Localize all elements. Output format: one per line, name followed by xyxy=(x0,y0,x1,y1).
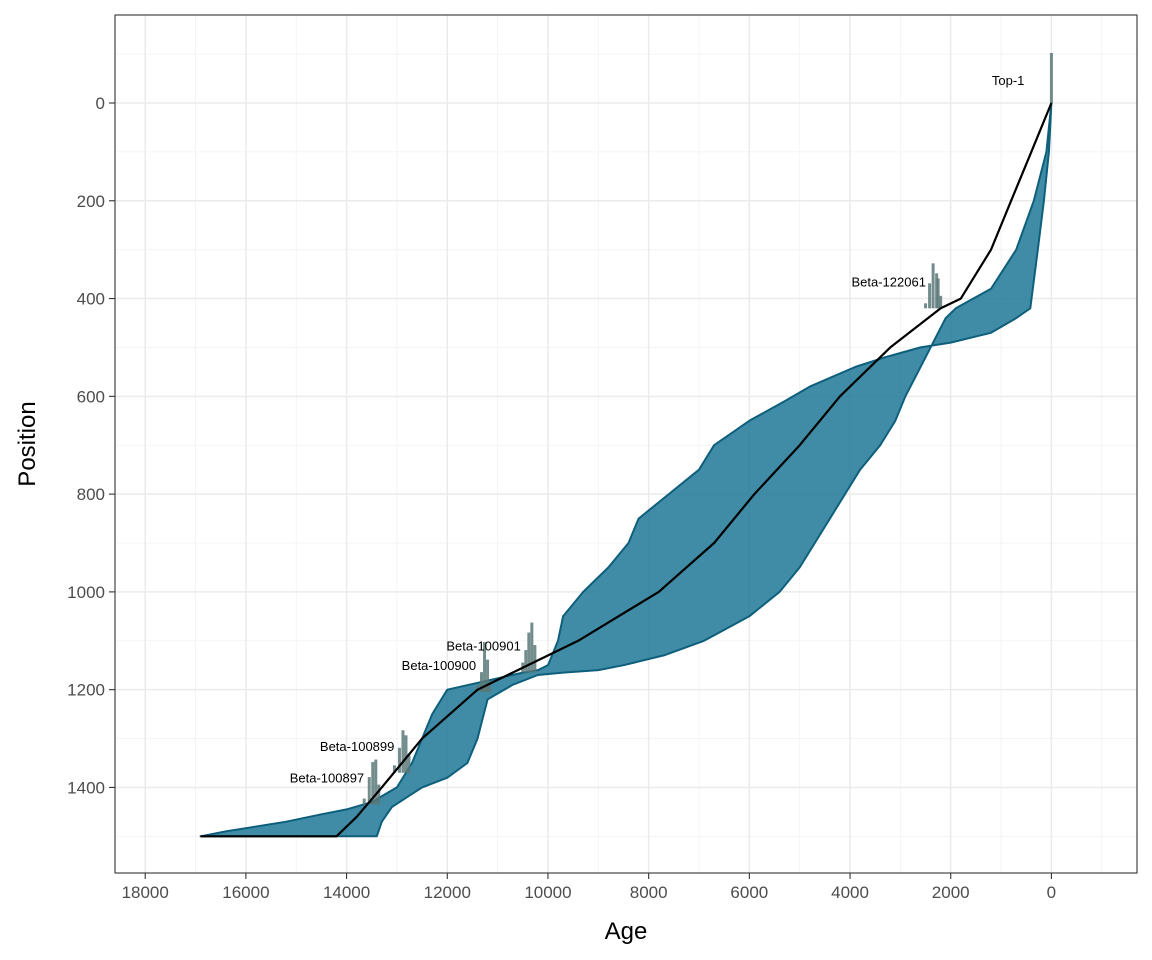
panel-border xyxy=(114,14,1138,874)
y-tick-label: 200 xyxy=(77,192,105,211)
y-axis-title: Position xyxy=(14,401,41,486)
y-tick-label: 1200 xyxy=(67,681,105,700)
uncertainty-band-group xyxy=(199,102,1053,838)
y-tick-label: 600 xyxy=(77,387,105,406)
date-label: Beta-100899 xyxy=(320,739,394,754)
grid-lines xyxy=(115,15,1137,873)
x-axis: 18000 16000 14000 12000 10000 8000 6000 4000 200… xyxy=(122,873,1056,902)
x-tick-label: 4000 xyxy=(831,883,869,902)
x-axis-title: Age xyxy=(605,918,648,945)
date-label: Top-1 xyxy=(992,73,1025,88)
date-label: Beta-122061 xyxy=(851,274,925,289)
x-tick-label: 8000 xyxy=(630,883,668,902)
y-tick-label: 1000 xyxy=(67,583,105,602)
date-label: Beta-100900 xyxy=(402,658,476,673)
median-age-line xyxy=(200,102,1053,838)
y-tick-label: 400 xyxy=(77,290,105,309)
x-tick-label: 16000 xyxy=(222,883,269,902)
x-tick-label: 0 xyxy=(1047,883,1056,902)
uncertainty-band xyxy=(199,102,1053,838)
y-tick-label: 1400 xyxy=(67,778,105,797)
date-label: Beta-100901 xyxy=(446,639,520,654)
median-line-group xyxy=(200,102,1053,838)
y-tick-label: 800 xyxy=(77,485,105,504)
date-labels: Top-1 Beta-122061 Beta-100901 Beta-100900 Be… xyxy=(290,73,1025,786)
y-axis: 0 200 400 600 800 1000 1200 1400 xyxy=(67,94,115,797)
x-tick-label: 12000 xyxy=(424,883,471,902)
x-tick-label: 10000 xyxy=(524,883,571,902)
date-distribution xyxy=(924,263,943,309)
date-label: Beta-100897 xyxy=(290,771,364,786)
x-tick-label: 2000 xyxy=(932,883,970,902)
y-tick-label: 0 xyxy=(96,94,105,113)
date-distribution xyxy=(392,730,411,773)
x-tick-label: 14000 xyxy=(323,883,370,902)
x-tick-label: 18000 xyxy=(122,883,169,902)
x-tick-label: 6000 xyxy=(730,883,768,902)
